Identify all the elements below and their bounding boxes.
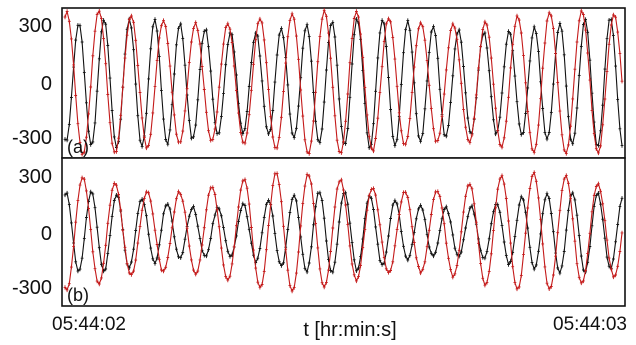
x-axis-title: t [hr:min:s] [303, 319, 396, 340]
panel-a-ytick-300: 300 [19, 15, 52, 37]
panel-a: (a) 300 0 -300 [12, 7, 626, 159]
panel-a-series-1-points [63, 16, 624, 150]
panel-a-series-2-points [63, 8, 624, 157]
panel-b-series [63, 170, 624, 294]
panel-a-ytick-0: 0 [41, 73, 52, 95]
xtick-end: 05:44:03 [553, 314, 627, 335]
panel-b-ytick-300: 300 [19, 166, 52, 188]
panel-a-ytick-minus-300: -300 [12, 127, 52, 149]
panel-b-series-2-points [63, 170, 624, 294]
panel-b-label: (b) [67, 285, 89, 305]
panel-b-ytick-minus-300: -300 [12, 277, 52, 299]
panel-b-ytick-0: 0 [41, 223, 52, 245]
panel-a-series [63, 8, 624, 157]
panel-b: (b) 300 0 -300 [12, 157, 626, 307]
xtick-start: 05:44:02 [52, 314, 126, 335]
panel-a-label: (a) [67, 137, 89, 157]
